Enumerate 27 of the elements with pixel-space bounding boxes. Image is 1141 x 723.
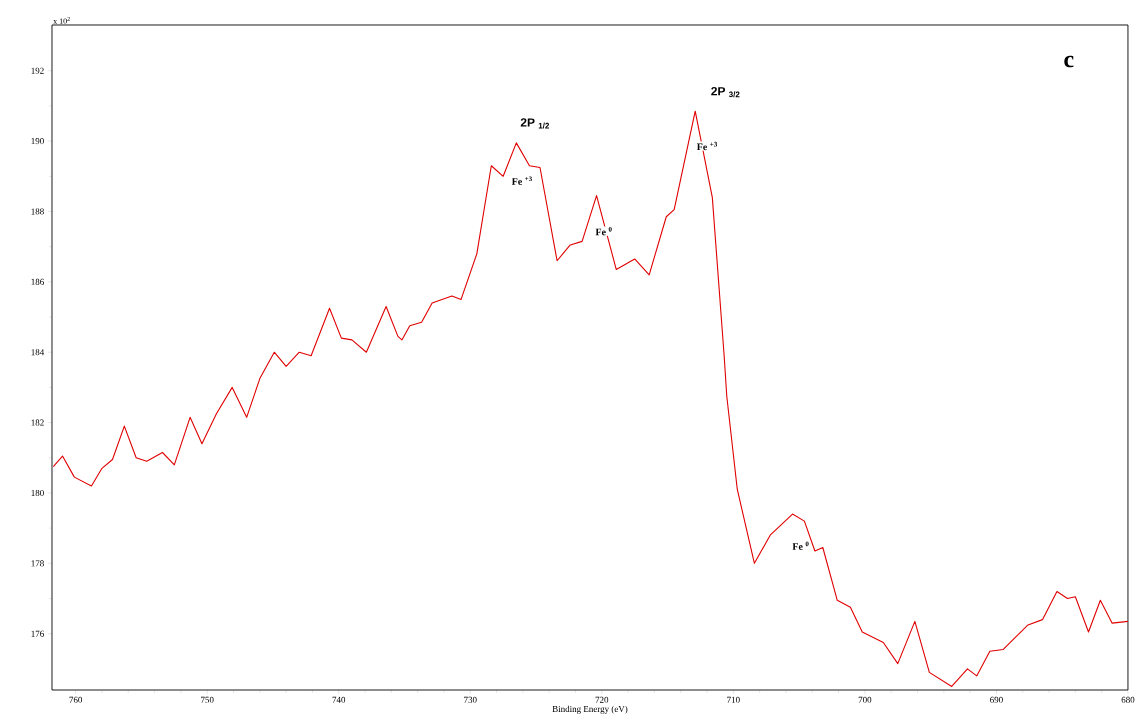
x-tick-label: 710 bbox=[727, 696, 740, 703]
annotation: Fe $^{+3}$ bbox=[696, 141, 717, 151]
annotation: 2P $_{3/2}$ bbox=[711, 87, 740, 98]
y-tick-label: 180 bbox=[31, 489, 44, 496]
x-tick-label: 730 bbox=[464, 696, 477, 703]
x-tick-label: 700 bbox=[858, 696, 872, 703]
x-tick-label: 750 bbox=[201, 696, 214, 703]
y-tick-label: 176 bbox=[31, 630, 44, 637]
annotation: c bbox=[1064, 55, 1074, 68]
y-tick-label: 184 bbox=[31, 349, 45, 356]
annotation: Fe $^{+3}$ bbox=[511, 176, 532, 185]
x-tick-label: 680 bbox=[1121, 696, 1135, 703]
y-tick-label: 188 bbox=[31, 208, 44, 215]
annotation: Fe $^{0}$ bbox=[595, 226, 612, 236]
y-tick-label: 178 bbox=[31, 560, 44, 567]
y-tick-label: 182 bbox=[31, 419, 44, 426]
y-tick-label: 192 bbox=[31, 67, 44, 74]
x-tick-label: 720 bbox=[595, 696, 609, 703]
annotation: 2P $_{1/2}$ bbox=[520, 118, 550, 129]
x-tick-label: 740 bbox=[332, 696, 346, 703]
x-tick-label: 760 bbox=[69, 696, 83, 703]
annotation: Fe $^{0}$ bbox=[792, 541, 809, 550]
y-tick-label: 190 bbox=[31, 138, 44, 145]
line-series bbox=[52, 110, 1129, 688]
y-tick-label: 186 bbox=[31, 278, 44, 285]
x-tick-label: 690 bbox=[990, 696, 1003, 703]
x-axis-title: Binding Energy (eV) bbox=[552, 705, 628, 714]
